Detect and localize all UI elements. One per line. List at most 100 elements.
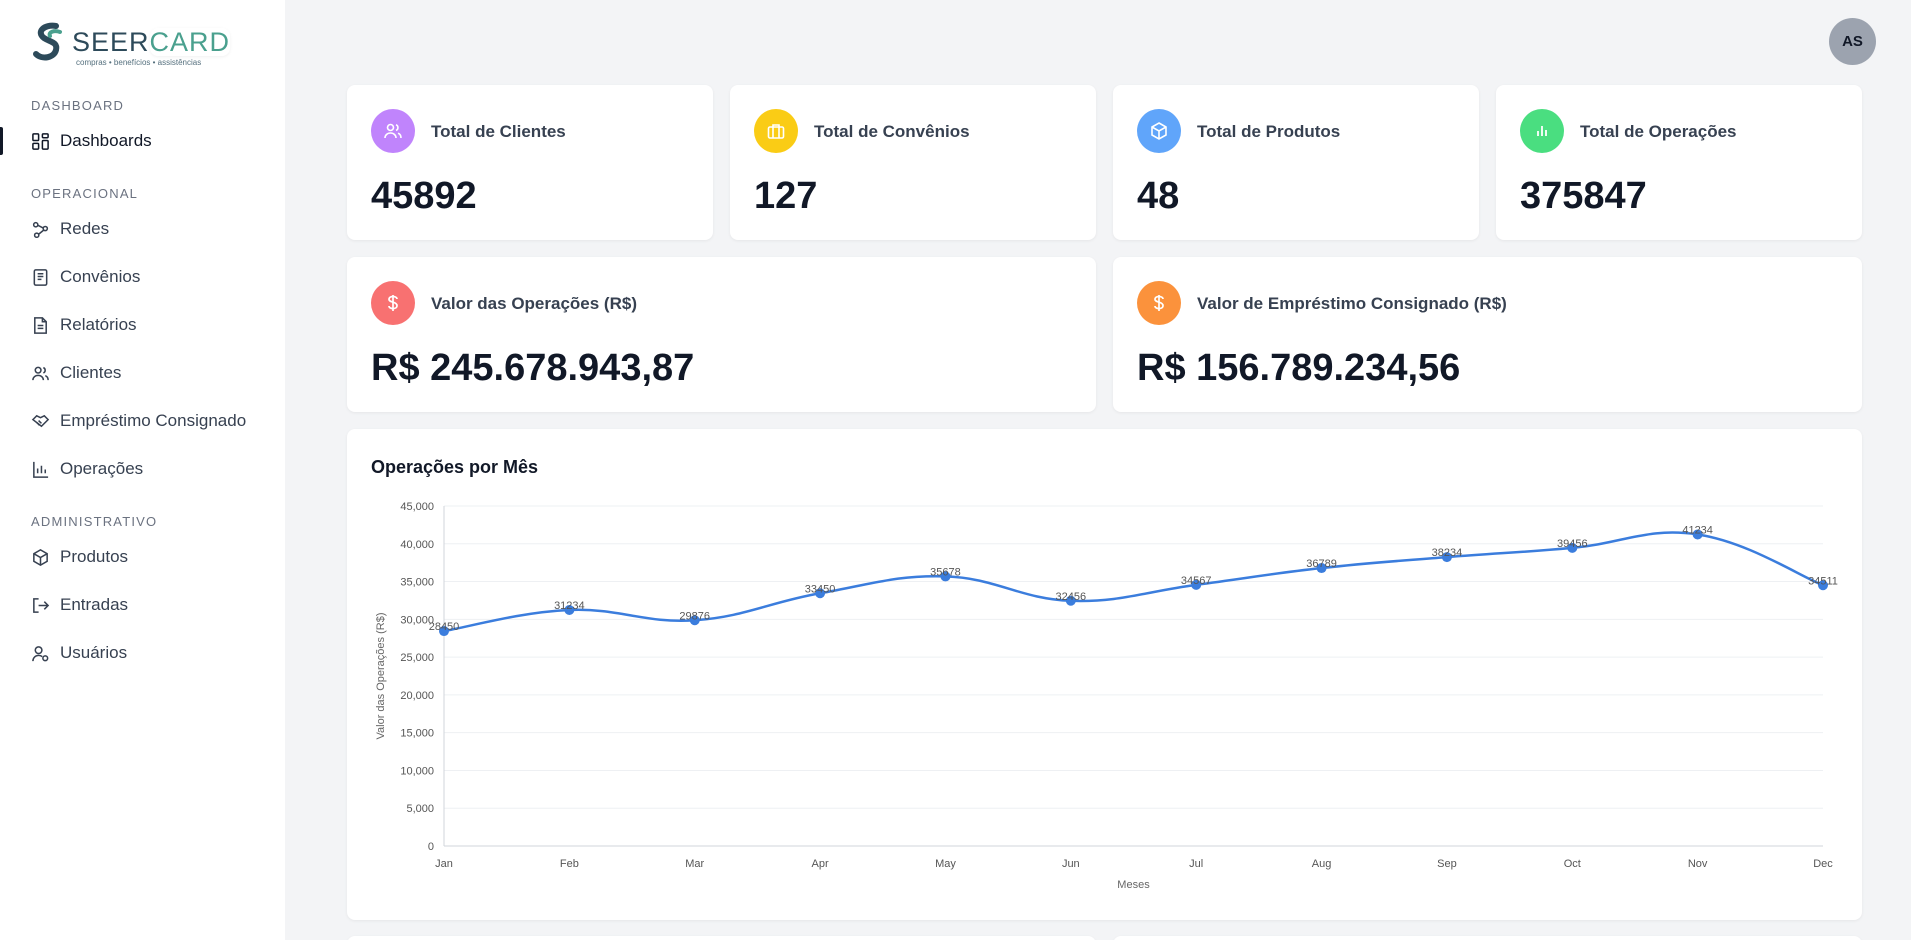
brand-name-b: CARD bbox=[149, 27, 231, 57]
chart-data-label: 28450 bbox=[429, 621, 460, 633]
nav-section-dashboard: DASHBOARD bbox=[31, 98, 125, 113]
sidebar-item-usuarios[interactable]: Usuários bbox=[0, 635, 285, 671]
nav-section-administrativo: ADMINISTRATIVO bbox=[31, 514, 158, 529]
brand-logo[interactable]: SEER CARD compras • benefícios • assistê… bbox=[30, 20, 240, 67]
dollar-icon bbox=[1137, 281, 1181, 325]
stat-value: 375847 bbox=[1520, 175, 1647, 217]
sidebar-item-entradas[interactable]: Entradas bbox=[0, 587, 285, 623]
chart-point bbox=[1818, 580, 1828, 591]
nav-section-operacional: OPERACIONAL bbox=[31, 186, 139, 201]
sidebar-item-produtos[interactable]: Produtos bbox=[0, 539, 285, 575]
operations-line-chart: 0 5,000 10,000 15,000 20,000 25,000 30,000 35,0… bbox=[375, 501, 1838, 891]
chart-point bbox=[1692, 529, 1703, 540]
money-card-operacoes: Valor das Operações (R$) R$ 245.678.943,… bbox=[347, 257, 1096, 412]
chart-y-tick: 35,000 bbox=[400, 577, 434, 589]
box-icon bbox=[33, 548, 48, 566]
agreement-icon bbox=[33, 268, 48, 286]
users-icon bbox=[32, 366, 49, 380]
sidebar: SEER CARD compras • benefícios • assistê… bbox=[0, 0, 285, 940]
sidebar-item-label: Operações bbox=[60, 459, 144, 478]
chart-point bbox=[1567, 542, 1578, 553]
stat-label: Total de Produtos bbox=[1197, 122, 1341, 141]
handshake-icon bbox=[31, 414, 50, 427]
chart-point bbox=[689, 615, 700, 626]
bar-chart-icon bbox=[1520, 109, 1564, 153]
chart-data-label: 41234 bbox=[1682, 524, 1713, 536]
sidebar-item-label: Clientes bbox=[60, 363, 122, 382]
chart-y-tick: 25,000 bbox=[400, 652, 434, 664]
sidebar-item-convenios[interactable]: Convênios bbox=[0, 259, 285, 295]
chart-data-label: 32456 bbox=[1056, 591, 1087, 603]
chart-point bbox=[564, 605, 575, 616]
chart-data-label: 34567 bbox=[1181, 575, 1212, 587]
logo-mark-icon bbox=[33, 22, 62, 61]
sidebar-item-label: Entradas bbox=[60, 595, 129, 614]
operations-icon bbox=[33, 461, 49, 478]
brand-tagline: compras • benefícios • assistências bbox=[76, 58, 202, 67]
chart-data-label: 34511 bbox=[1808, 575, 1838, 587]
chart-x-tick: Feb bbox=[560, 858, 579, 870]
stat-label: Total de Clientes bbox=[431, 122, 566, 141]
sidebar-item-label: Produtos bbox=[60, 547, 129, 566]
stat-card-clientes: Total de Clientes 45892 bbox=[347, 85, 713, 240]
brand-name-a: SEER bbox=[72, 27, 150, 57]
chart-x-label: Meses bbox=[1117, 879, 1150, 891]
chart-y-tick: 40,000 bbox=[400, 539, 434, 551]
sidebar-item-dashboards[interactable]: Dashboards bbox=[0, 123, 285, 159]
network-icon bbox=[32, 221, 49, 238]
chart-data-label: 35678 bbox=[930, 566, 961, 578]
money-label: Valor de Empréstimo Consignado (R$) bbox=[1197, 294, 1507, 313]
chart-y-tick: 5,000 bbox=[406, 803, 434, 815]
sidebar-item-clientes[interactable]: Clientes bbox=[0, 355, 285, 391]
chart-data-label: 33450 bbox=[805, 583, 836, 595]
sidebar-item-emprestimo-consignado[interactable]: Empréstimo Consignado bbox=[0, 403, 285, 439]
chart-x-tick: Jul bbox=[1189, 858, 1203, 870]
money-card-emprestimo: Valor de Empréstimo Consignado (R$) R$ 1… bbox=[1113, 257, 1862, 412]
box-icon bbox=[1137, 109, 1181, 153]
chart-y-tick: 45,000 bbox=[400, 501, 434, 513]
sidebar-item-operacoes[interactable]: Operações bbox=[0, 451, 285, 487]
sidebar-item-label: Relatórios bbox=[60, 315, 137, 334]
stat-value: 48 bbox=[1137, 175, 1180, 217]
money-label: Valor das Operações (R$) bbox=[431, 294, 637, 313]
sidebar-item-label: Convênios bbox=[60, 267, 141, 286]
sidebar-item-redes[interactable]: Redes bbox=[0, 211, 285, 247]
chart-data-label: 39456 bbox=[1557, 538, 1588, 550]
chart-x-tick: Nov bbox=[1688, 858, 1708, 870]
chart-x-tick: Mar bbox=[685, 858, 704, 870]
user-avatar[interactable]: AS bbox=[1829, 18, 1876, 65]
chart-series-line bbox=[443, 531, 1824, 633]
dollar-icon bbox=[371, 281, 415, 325]
chart-data-label: 36789 bbox=[1306, 558, 1337, 570]
chart-data-label: 38234 bbox=[1432, 547, 1463, 559]
chart-x-tick: Dec bbox=[1813, 858, 1833, 870]
chart-x-tick: Sep bbox=[1437, 858, 1457, 870]
next-card-left bbox=[347, 936, 1096, 940]
login-icon bbox=[33, 597, 50, 613]
sidebar-item-label: Empréstimo Consignado bbox=[60, 411, 247, 430]
chart-y-tick: 20,000 bbox=[400, 690, 434, 702]
chart-y-tick: 0 bbox=[428, 841, 434, 853]
briefcase-icon bbox=[754, 109, 798, 153]
users-icon bbox=[371, 109, 415, 153]
chart-x-tick: Jun bbox=[1062, 858, 1080, 870]
stat-value: 127 bbox=[754, 175, 818, 217]
sidebar-item-label: Dashboards bbox=[60, 131, 152, 150]
chart-point bbox=[439, 626, 449, 637]
sidebar-item-label: Redes bbox=[60, 219, 110, 238]
chart-card: Operações por Mês 0 5,000 10,000 15,000 20,0… bbox=[347, 429, 1862, 920]
stat-label: Total de Convênios bbox=[814, 122, 970, 141]
chart-title: Operações por Mês bbox=[371, 457, 539, 477]
money-value: R$ 156.789.234,56 bbox=[1137, 347, 1461, 389]
chart-data-label: 31234 bbox=[554, 600, 585, 612]
report-icon bbox=[34, 316, 47, 334]
dashboard-icon bbox=[32, 132, 49, 150]
chart-x-tick: May bbox=[935, 858, 956, 870]
chart-y-tick: 30,000 bbox=[400, 614, 434, 626]
sidebar-item-label: Usuários bbox=[60, 643, 128, 662]
chart-x-tick: Apr bbox=[812, 858, 829, 870]
chart-point bbox=[815, 588, 826, 599]
sidebar-item-relatorios[interactable]: Relatórios bbox=[0, 307, 285, 343]
chart-x-tick: Jan bbox=[435, 858, 453, 870]
user-icon bbox=[32, 645, 49, 661]
